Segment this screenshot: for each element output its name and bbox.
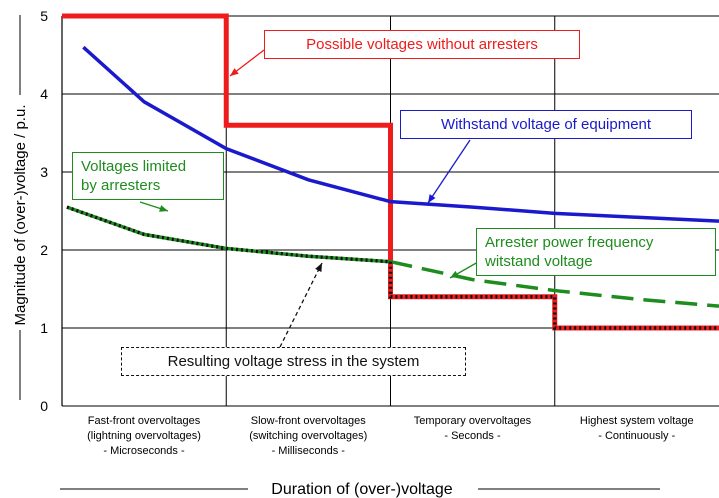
y-tick-label: 5 — [40, 8, 48, 24]
annotation: Possible voltages without arresters — [264, 30, 580, 59]
series-line — [82, 45, 719, 223]
y-tick-label: 4 — [40, 86, 48, 102]
x-tick-label: Temporary overvoltages - Seconds - — [413, 415, 532, 442]
y-tick-label: 2 — [40, 242, 48, 258]
annotation: Resulting voltage stress in the system — [121, 347, 466, 376]
annotation: Voltages limited by arresters — [72, 152, 224, 200]
series-line — [390, 259, 719, 308]
x-axis-label: Duration of (over-)voltage — [271, 481, 453, 498]
arrow-head — [159, 205, 168, 212]
arrow — [427, 139, 471, 204]
arrow-head — [428, 194, 436, 203]
arrow — [279, 262, 323, 348]
arrow-head — [450, 270, 459, 278]
x-tick-label: Slow-front overvoltages (switching overv… — [249, 415, 368, 457]
annotation: Arrester power frequency witstand voltag… — [476, 228, 716, 276]
arrow-head — [230, 68, 239, 76]
arrow-head — [315, 263, 322, 272]
y-tick-label: 0 — [40, 398, 48, 414]
series-line — [66, 205, 391, 264]
y-axis-label: Magnitude of (over-)voltage / p.u. — [12, 105, 29, 326]
annotation: Withstand voltage of equipment — [400, 110, 692, 139]
series-line — [66, 205, 719, 330]
x-tick-label: Fast-front overvoltages (lightning overv… — [87, 415, 201, 457]
y-tick-label: 1 — [40, 320, 48, 336]
y-tick-label: 3 — [40, 164, 48, 180]
x-tick-label: Highest system voltage - Continuously - — [579, 415, 694, 442]
